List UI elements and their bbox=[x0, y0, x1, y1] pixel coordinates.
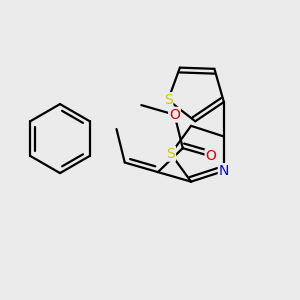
Text: N: N bbox=[219, 164, 229, 178]
Text: S: S bbox=[167, 147, 175, 161]
Text: S: S bbox=[164, 93, 172, 107]
Text: O: O bbox=[169, 108, 180, 122]
Text: O: O bbox=[206, 149, 216, 163]
